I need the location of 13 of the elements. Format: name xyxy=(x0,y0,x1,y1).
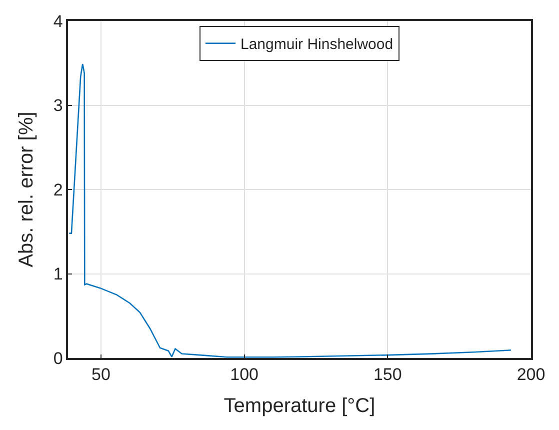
line-series xyxy=(68,63,512,358)
x-tick-label: 150 xyxy=(373,365,402,384)
x-tick-label: 100 xyxy=(230,365,258,384)
y-tick-label: 2 xyxy=(53,180,63,200)
y-tick-label: 0 xyxy=(53,348,63,368)
y-tick-label: 3 xyxy=(53,96,63,116)
y-tick-label: 4 xyxy=(53,12,63,31)
x-tick-label: 200 xyxy=(516,365,546,384)
x-tick-label: 50 xyxy=(92,365,110,384)
legend-label: Langmuir Hinshelwood xyxy=(240,36,394,54)
y-axis-title: Abs. rel. error [%] xyxy=(15,112,38,268)
y-tick-label: 1 xyxy=(53,264,63,284)
x-axis-title: Temperature [°C] xyxy=(224,395,376,418)
